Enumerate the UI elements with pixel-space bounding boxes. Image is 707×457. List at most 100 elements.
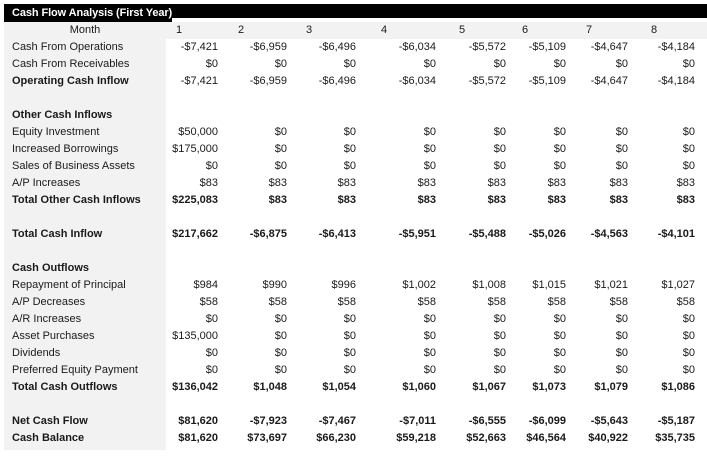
cell-month-5[interactable]: $0: [493, 330, 506, 342]
cell-month-4[interactable]: -$6,034: [398, 41, 436, 53]
cell-month-6[interactable]: $0: [553, 347, 566, 359]
cell-month-5[interactable]: $1,008: [472, 279, 506, 291]
cell-month-2[interactable]: $0: [274, 347, 287, 359]
cell-month-5[interactable]: $0: [493, 313, 506, 325]
cell-month-5[interactable]: $52,663: [466, 432, 506, 444]
cell-month-1[interactable]: $83: [199, 177, 218, 189]
cell-month-2[interactable]: $0: [274, 364, 287, 376]
cell-month-4[interactable]: $58: [417, 296, 436, 308]
cell-month-6[interactable]: $0: [553, 143, 566, 155]
cell-month-7[interactable]: $0: [615, 364, 628, 376]
row-label[interactable]: A/P Decreases: [12, 296, 86, 308]
month-6[interactable]: 6: [521, 24, 529, 36]
cell-month-8[interactable]: $83: [676, 177, 695, 189]
row-label[interactable]: Cash Outflows: [12, 262, 90, 274]
cell-month-6[interactable]: -$5,109: [528, 75, 566, 87]
row-label[interactable]: Total Other Cash Inflows: [12, 194, 141, 206]
cell-month-4[interactable]: $0: [423, 347, 436, 359]
cell-month-8[interactable]: $58: [676, 296, 695, 308]
cell-month-7[interactable]: $0: [615, 143, 628, 155]
cell-month-7[interactable]: $0: [615, 347, 628, 359]
cell-month-7[interactable]: $83: [609, 177, 628, 189]
month-8[interactable]: 8: [650, 24, 658, 36]
cell-month-1[interactable]: $81,620: [178, 432, 218, 444]
cell-month-3[interactable]: $83: [337, 194, 356, 206]
cell-month-5[interactable]: $0: [493, 364, 506, 376]
cell-month-1[interactable]: $136,042: [172, 381, 218, 393]
cell-month-3[interactable]: $58: [337, 296, 356, 308]
cell-month-7[interactable]: -$4,563: [590, 228, 628, 240]
cell-month-7[interactable]: $0: [615, 330, 628, 342]
row-label[interactable]: Sales of Business Assets: [12, 160, 135, 172]
cell-month-4[interactable]: $0: [423, 143, 436, 155]
cell-month-2[interactable]: $1,048: [253, 381, 287, 393]
row-label[interactable]: Increased Borrowings: [12, 143, 119, 155]
cell-month-4[interactable]: $1,060: [402, 381, 436, 393]
row-label[interactable]: Cash Balance: [12, 432, 85, 444]
cell-month-3[interactable]: $0: [343, 313, 356, 325]
cell-month-6[interactable]: $1,073: [532, 381, 566, 393]
cell-month-6[interactable]: -$6,099: [528, 415, 566, 427]
cell-month-8[interactable]: -$5,187: [657, 415, 695, 427]
cell-month-4[interactable]: $0: [423, 330, 436, 342]
cell-month-7[interactable]: -$4,647: [590, 75, 628, 87]
cell-month-8[interactable]: -$4,101: [657, 228, 695, 240]
cell-month-1[interactable]: $225,083: [172, 194, 218, 206]
cell-month-8[interactable]: $0: [682, 58, 695, 70]
cell-month-1[interactable]: $58: [199, 296, 218, 308]
cell-month-1[interactable]: $0: [205, 160, 218, 172]
cell-month-7[interactable]: $40,922: [588, 432, 628, 444]
cell-month-3[interactable]: $0: [343, 143, 356, 155]
cell-month-5[interactable]: -$6,555: [468, 415, 506, 427]
cell-month-1[interactable]: $0: [205, 364, 218, 376]
cell-month-3[interactable]: -$7,467: [318, 415, 356, 427]
month-4[interactable]: 4: [380, 24, 388, 36]
cell-month-2[interactable]: $990: [262, 279, 287, 291]
cell-month-7[interactable]: -$4,647: [590, 41, 628, 53]
cell-month-3[interactable]: $0: [343, 160, 356, 172]
cell-month-3[interactable]: $0: [343, 347, 356, 359]
row-label[interactable]: A/P Increases: [12, 177, 81, 189]
cell-month-8[interactable]: $0: [682, 313, 695, 325]
cell-month-4[interactable]: $0: [423, 364, 436, 376]
month-1[interactable]: 1: [175, 24, 183, 36]
cell-month-2[interactable]: -$6,959: [249, 41, 287, 53]
month-3[interactable]: 3: [305, 24, 313, 36]
cell-month-7[interactable]: $0: [615, 313, 628, 325]
cell-month-3[interactable]: $0: [343, 330, 356, 342]
cell-month-5[interactable]: $83: [487, 194, 506, 206]
cell-month-1[interactable]: $50,000: [178, 126, 218, 138]
cell-month-8[interactable]: $1,086: [661, 381, 695, 393]
cell-month-6[interactable]: $0: [553, 364, 566, 376]
cell-month-3[interactable]: $996: [331, 279, 356, 291]
cell-month-3[interactable]: -$6,496: [318, 41, 356, 53]
cell-month-5[interactable]: $0: [493, 58, 506, 70]
cell-month-5[interactable]: $58: [487, 296, 506, 308]
cell-month-6[interactable]: $46,564: [526, 432, 566, 444]
row-label[interactable]: A/R Increases: [12, 313, 82, 325]
cell-month-4[interactable]: $0: [423, 313, 436, 325]
cell-month-2[interactable]: $0: [274, 58, 287, 70]
cell-month-2[interactable]: $0: [274, 160, 287, 172]
cell-month-4[interactable]: $1,002: [402, 279, 436, 291]
cell-month-3[interactable]: $0: [343, 58, 356, 70]
cell-month-6[interactable]: $83: [547, 194, 566, 206]
cell-month-4[interactable]: $0: [423, 58, 436, 70]
cell-month-6[interactable]: $83: [547, 177, 566, 189]
cell-month-7[interactable]: -$5,643: [590, 415, 628, 427]
cell-month-5[interactable]: -$5,572: [468, 75, 506, 87]
cell-month-3[interactable]: -$6,496: [318, 75, 356, 87]
cell-month-6[interactable]: $0: [553, 58, 566, 70]
month-2[interactable]: 2: [237, 24, 245, 36]
row-label[interactable]: Operating Cash Inflow: [12, 75, 129, 87]
cell-month-8[interactable]: -$4,184: [657, 41, 695, 53]
row-label[interactable]: Repayment of Principal: [12, 279, 126, 291]
row-label[interactable]: Preferred Equity Payment: [12, 364, 138, 376]
row-label[interactable]: Cash From Receivables: [12, 58, 130, 70]
cell-month-5[interactable]: $0: [493, 126, 506, 138]
cell-month-3[interactable]: $83: [337, 177, 356, 189]
cell-month-3[interactable]: $1,054: [322, 381, 356, 393]
cell-month-2[interactable]: $58: [268, 296, 287, 308]
cell-month-1[interactable]: $0: [205, 347, 218, 359]
cell-month-6[interactable]: $58: [547, 296, 566, 308]
